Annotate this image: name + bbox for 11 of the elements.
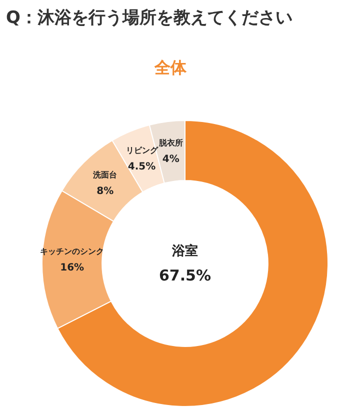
chart-subtitle: 全体 [153, 58, 188, 79]
slice-label: 浴室 [171, 242, 198, 259]
data-label: 4% [162, 154, 180, 166]
data-label: 8% [96, 186, 114, 198]
data-label: 16% [60, 262, 84, 274]
chart-title: Q：沐浴を行う場所を教えてください [6, 7, 292, 29]
slice-label: 洗面台 [92, 170, 118, 180]
slice-label: リビング [126, 146, 159, 156]
data-label: 67.5% [158, 266, 212, 284]
data-label: 4.5% [128, 162, 156, 173]
slice-label: 脱衣所 [158, 138, 183, 148]
